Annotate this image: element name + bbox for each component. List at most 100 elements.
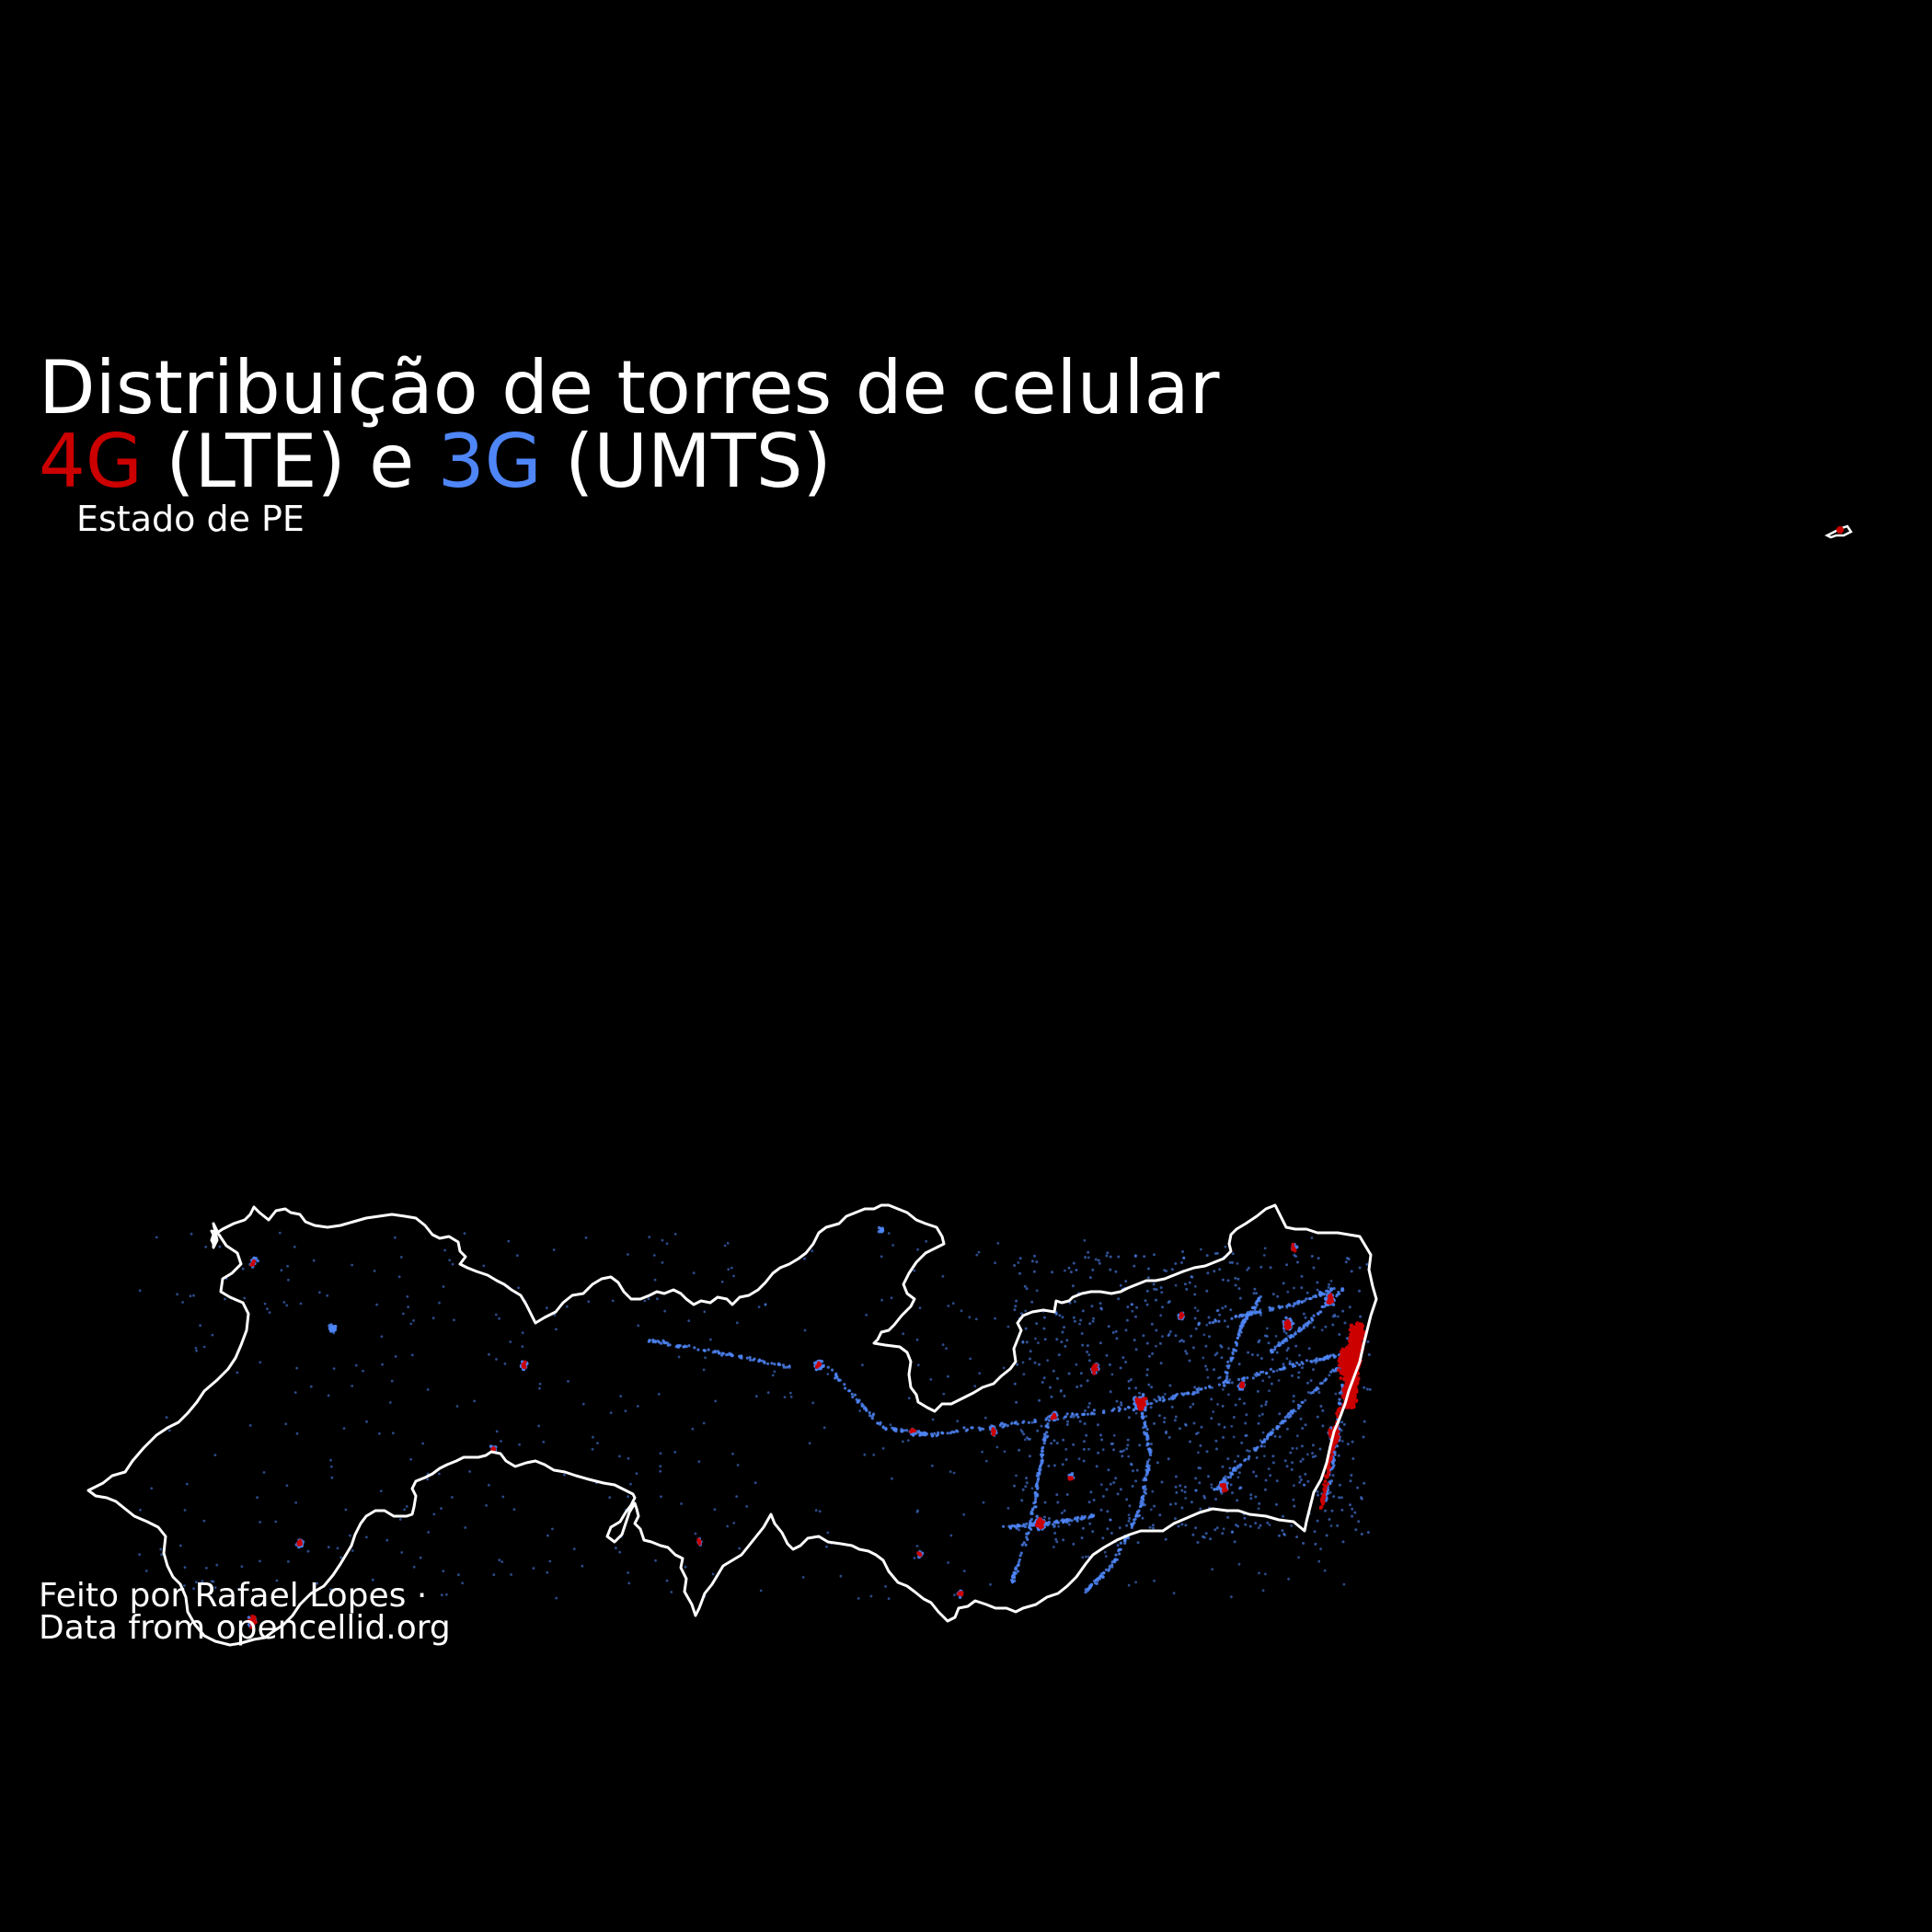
- umts-tower-point: [263, 1302, 267, 1305]
- umts-tower-point: [1237, 1363, 1241, 1366]
- umts-tower-point: [1210, 1486, 1213, 1489]
- umts-tower-point: [1286, 1290, 1290, 1294]
- umts-tower-point: [904, 1429, 909, 1432]
- umts-tower-point: [1211, 1386, 1213, 1389]
- umts-tower-point: [1317, 1358, 1322, 1362]
- umts-tower-point: [500, 1560, 504, 1563]
- umts-tower-point: [1057, 1524, 1060, 1528]
- umts-tower-point: [1220, 1479, 1225, 1484]
- umts-tower-point: [419, 1556, 422, 1559]
- umts-tower-point: [704, 1356, 707, 1360]
- umts-tower-point: [1081, 1412, 1085, 1416]
- umts-tower-point: [971, 1426, 974, 1430]
- umts-tower-point: [453, 1318, 455, 1322]
- umts-tower-point: [995, 1445, 999, 1449]
- umts-tower-point: [1184, 1350, 1188, 1353]
- umts-tower-point: [660, 1495, 662, 1499]
- subtitle: Estado de PE: [76, 499, 305, 539]
- umts-tower-point: [329, 1465, 333, 1468]
- umts-tower-point: [1285, 1465, 1289, 1468]
- umts-tower-point: [287, 1560, 290, 1563]
- umts-tower-point: [378, 1432, 381, 1435]
- umts-tower-point: [495, 1430, 499, 1433]
- umts-tower-point: [1026, 1537, 1029, 1541]
- umts-tower-point: [1119, 1541, 1122, 1545]
- umts-tower-point: [1174, 1485, 1178, 1489]
- umts-tower-point: [1316, 1312, 1319, 1316]
- umts-tower-point: [913, 1269, 916, 1272]
- umts-tower-point: [1188, 1359, 1191, 1363]
- umts-tower-point: [1306, 1381, 1309, 1385]
- umts-tower-point: [1290, 1524, 1294, 1527]
- umts-tower-point: [194, 1347, 198, 1350]
- umts-tower-point: [1187, 1391, 1190, 1395]
- umts-tower-point: [1151, 1524, 1155, 1527]
- umts-tower-point: [1110, 1565, 1114, 1569]
- umts-tower-point: [1121, 1450, 1124, 1454]
- umts-tower-point: [1312, 1326, 1316, 1329]
- umts-tower-point: [1015, 1526, 1018, 1530]
- umts-tower-point: [1190, 1275, 1193, 1279]
- umts-tower-point: [215, 1563, 219, 1567]
- umts-tower-point: [844, 1386, 847, 1390]
- umts-tower-point: [968, 1316, 972, 1319]
- umts-tower-point: [1035, 1514, 1039, 1519]
- umts-tower-point: [666, 1343, 670, 1347]
- umts-tower-point: [913, 1557, 916, 1559]
- umts-tower-point: [826, 1531, 830, 1535]
- umts-tower-point: [398, 1518, 402, 1521]
- umts-tower-point: [1155, 1344, 1157, 1348]
- umts-tower-point: [1031, 1508, 1035, 1512]
- noronha-lte-point: [1836, 526, 1844, 534]
- umts-tower-point: [1145, 1368, 1149, 1372]
- umts-tower-point: [1210, 1417, 1213, 1420]
- umts-tower-point: [1265, 1371, 1269, 1375]
- umts-tower-point: [1192, 1421, 1196, 1425]
- umts-tower-point: [1184, 1422, 1187, 1426]
- umts-tower-point: [763, 1360, 766, 1363]
- umts-tower-point: [1114, 1553, 1118, 1557]
- umts-tower-point: [1060, 1388, 1063, 1392]
- umts-tower-point: [1191, 1402, 1195, 1406]
- umts-tower-point: [1249, 1497, 1253, 1501]
- lte-tower-point: [1353, 1355, 1358, 1361]
- umts-tower-point: [1139, 1503, 1143, 1507]
- umts-tower-point: [1110, 1373, 1114, 1376]
- lte-tower-point: [991, 1427, 995, 1432]
- umts-tower-point: [1090, 1515, 1094, 1519]
- umts-tower-point: [1259, 1439, 1262, 1443]
- umts-tower-point: [1030, 1512, 1034, 1515]
- umts-tower-point: [1328, 1353, 1332, 1357]
- umts-tower-point: [1127, 1455, 1131, 1458]
- umts-tower-point: [1268, 1375, 1271, 1379]
- umts-tower-point: [1123, 1408, 1127, 1411]
- umts-tower-point: [1193, 1293, 1197, 1296]
- umts-tower-point: [872, 1412, 876, 1416]
- umts-tower-point: [1271, 1461, 1275, 1465]
- umts-tower-point: [155, 1236, 158, 1239]
- umts-tower-point: [1324, 1378, 1328, 1382]
- umts-tower-point: [723, 1244, 727, 1248]
- umts-tower-point: [1213, 1319, 1217, 1323]
- umts-tower-point: [985, 1459, 988, 1463]
- umts-tower-point: [933, 1432, 937, 1435]
- umts-tower-point: [1249, 1493, 1253, 1497]
- umts-tower-point: [1229, 1308, 1233, 1312]
- umts-tower-point: [1247, 1457, 1250, 1461]
- umts-tower-point: [1251, 1376, 1255, 1380]
- umts-tower-point: [312, 1259, 316, 1262]
- umts-tower-point: [1155, 1288, 1158, 1292]
- umts-tower-point: [1021, 1340, 1025, 1344]
- umts-tower-point: [1083, 1440, 1086, 1443]
- umts-tower-point: [1358, 1266, 1362, 1270]
- umts-tower-point: [956, 1420, 959, 1423]
- umts-tower-point: [1277, 1379, 1281, 1382]
- umts-tower-point: [1221, 1306, 1225, 1310]
- umts-tower-point: [282, 1301, 286, 1304]
- umts-tower-point: [185, 1482, 189, 1486]
- umts-tower-point: [1181, 1393, 1185, 1397]
- umts-tower-point: [941, 1274, 945, 1278]
- umts-tower-point: [1204, 1344, 1208, 1348]
- umts-tower-point: [994, 1317, 996, 1320]
- umts-tower-point: [1029, 1527, 1033, 1531]
